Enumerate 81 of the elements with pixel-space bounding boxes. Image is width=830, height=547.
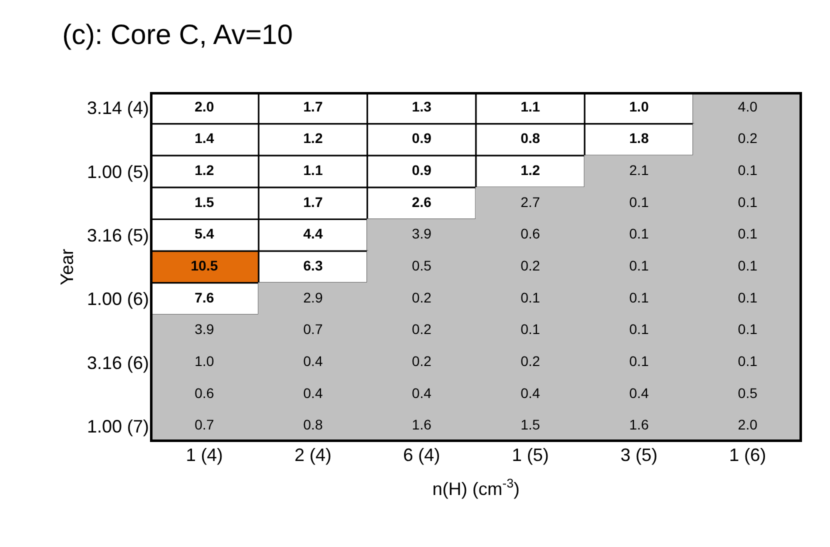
data-label: 2.0 bbox=[194, 98, 214, 114]
data-label: 0.1 bbox=[738, 321, 758, 338]
data-label: 1.0 bbox=[629, 98, 649, 114]
x-tick-label: 1 (5) bbox=[512, 445, 549, 465]
data-label: 0.6 bbox=[520, 226, 540, 242]
y-tick-label: 1.00 (6) bbox=[86, 289, 149, 310]
data-label: 0.2 bbox=[520, 352, 540, 369]
data-label: 5.4 bbox=[194, 226, 214, 242]
data-label: 0.1 bbox=[738, 226, 758, 242]
data-label: 0.5 bbox=[738, 384, 758, 401]
x-axis-title: n(H) (cm$^{-3}$) bbox=[432, 476, 520, 500]
data-label: 0.4 bbox=[629, 384, 649, 401]
data-label: 0.1 bbox=[629, 289, 649, 306]
data-label: 0.2 bbox=[412, 289, 432, 306]
data-label: 0.9 bbox=[412, 162, 432, 178]
data-label: 0.2 bbox=[738, 130, 758, 146]
data-label: 3.9 bbox=[194, 321, 214, 338]
y-tick-label: 3.16 (5) bbox=[86, 225, 149, 246]
chart-title: (c): Core C, Av=10 bbox=[62, 19, 293, 50]
data-label: 0.4 bbox=[412, 384, 432, 401]
data-label: 2.1 bbox=[629, 162, 649, 178]
data-label: 0.1 bbox=[629, 352, 649, 369]
y-axis-title: Year bbox=[57, 248, 78, 286]
data-label: 0.4 bbox=[520, 384, 540, 401]
data-label: 1.0 bbox=[194, 352, 214, 369]
data-label: 0.1 bbox=[629, 226, 649, 242]
data-label: 6.3 bbox=[303, 258, 323, 274]
data-label: 3.9 bbox=[412, 226, 432, 242]
data-label: 1.8 bbox=[629, 130, 649, 146]
data-label: 0.1 bbox=[629, 258, 649, 274]
data-label: 2.9 bbox=[303, 289, 323, 306]
data-label: 0.2 bbox=[412, 321, 432, 338]
data-label: 0.1 bbox=[738, 162, 758, 178]
data-label: 1.4 bbox=[194, 130, 214, 146]
data-label: 4.0 bbox=[738, 98, 758, 114]
data-label: 1.2 bbox=[194, 162, 214, 178]
data-label: 4.4 bbox=[303, 226, 323, 242]
y-tick-label: 3.14 (4) bbox=[86, 98, 149, 118]
data-label: 0.2 bbox=[520, 258, 540, 274]
data-label: 1.5 bbox=[520, 416, 540, 433]
data-label: 1.2 bbox=[303, 130, 323, 146]
data-label: 1.7 bbox=[303, 98, 323, 114]
data-label: 0.6 bbox=[194, 384, 214, 401]
x-tick-label: 6 (4) bbox=[403, 445, 440, 465]
data-label: 0.4 bbox=[303, 352, 323, 369]
data-label: 2.6 bbox=[412, 194, 432, 210]
data-label: 0.7 bbox=[303, 321, 323, 338]
data-label: 1.5 bbox=[194, 194, 214, 210]
data-label: 0.1 bbox=[738, 289, 758, 306]
x-tick-label: 1 (4) bbox=[186, 445, 223, 465]
data-label: 0.2 bbox=[412, 352, 432, 369]
data-label: 1.7 bbox=[303, 194, 323, 210]
data-label: 1.1 bbox=[520, 98, 540, 114]
data-label: 0.8 bbox=[303, 416, 323, 433]
data-label: 10.5 bbox=[190, 258, 218, 274]
data-label: 2.0 bbox=[738, 416, 758, 433]
data-label: 0.4 bbox=[303, 384, 323, 401]
data-label: 1.1 bbox=[303, 162, 323, 178]
data-label: 0.1 bbox=[629, 194, 649, 210]
data-label: 1.6 bbox=[629, 416, 649, 433]
data-label: 0.8 bbox=[520, 130, 540, 146]
y-tick-label: 1.00 (7) bbox=[86, 416, 149, 436]
y-tick-label: 3.16 (6) bbox=[86, 352, 149, 373]
x-tick-label: 1 (6) bbox=[729, 445, 766, 465]
data-label: 0.9 bbox=[412, 130, 432, 146]
data-label: 0.5 bbox=[412, 258, 432, 274]
data-label: 7.6 bbox=[194, 289, 214, 306]
x-tick-label: 2 (4) bbox=[294, 445, 332, 465]
data-label: 2.7 bbox=[520, 194, 540, 210]
data-label: 1.2 bbox=[520, 162, 540, 178]
data-label: 0.1 bbox=[738, 258, 758, 274]
data-label: 1.6 bbox=[412, 416, 432, 433]
x-tick-label: 3 (5) bbox=[620, 445, 658, 465]
data-label: 0.1 bbox=[738, 352, 758, 369]
data-label: 0.1 bbox=[520, 321, 540, 338]
data-label: 0.7 bbox=[194, 416, 214, 433]
data-label: 1.3 bbox=[412, 98, 432, 114]
data-label: 0.1 bbox=[629, 321, 649, 338]
data-label: 0.1 bbox=[520, 289, 540, 306]
y-tick-label: 1.00 (5) bbox=[86, 162, 149, 182]
data-label: 0.1 bbox=[738, 194, 758, 210]
